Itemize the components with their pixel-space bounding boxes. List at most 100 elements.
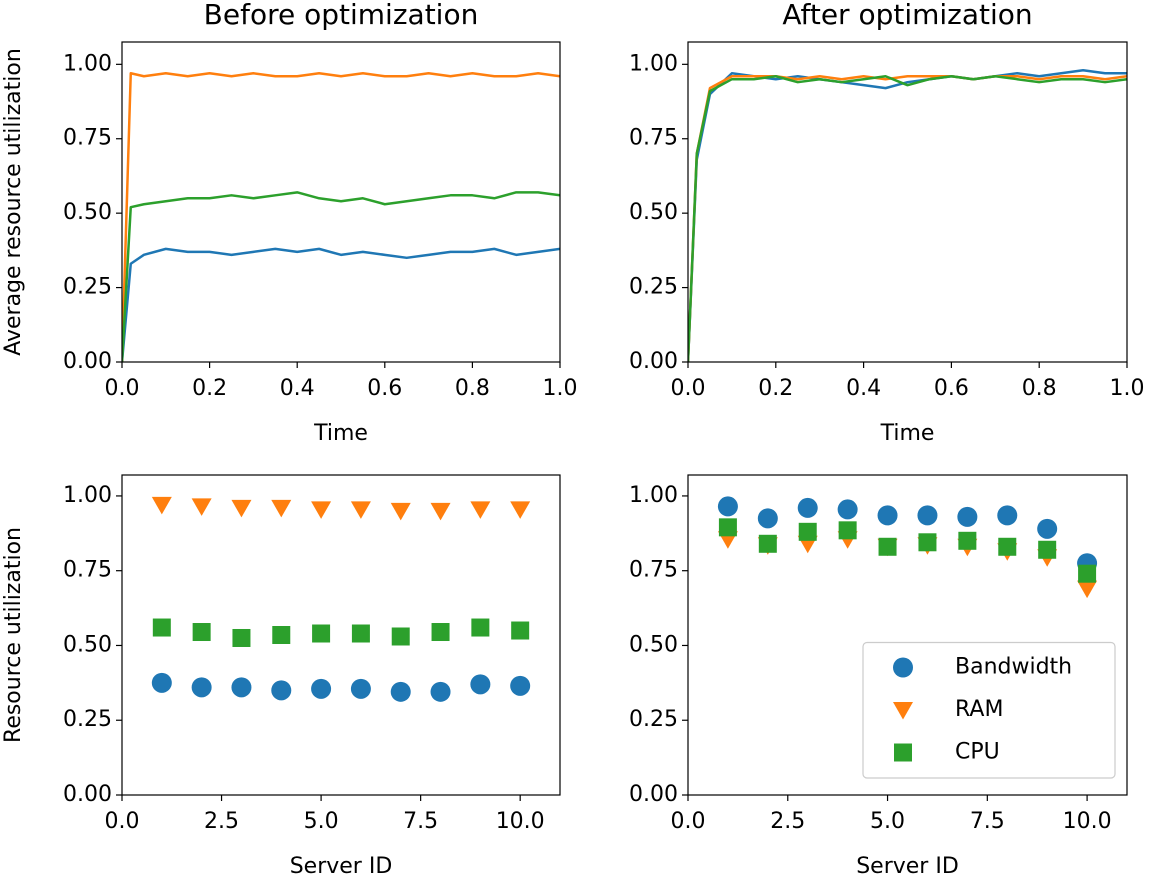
x-tick-label: 0.6 <box>934 376 969 401</box>
marker-circle <box>757 508 778 529</box>
marker-square <box>431 623 450 642</box>
y-tick-label: 0.25 <box>63 707 112 732</box>
x-axis-label: Server ID <box>856 854 959 875</box>
series-line <box>688 74 1127 362</box>
x-tick-label: 1.0 <box>543 376 578 401</box>
x-tick-label: 0.4 <box>846 376 881 401</box>
marker-square <box>192 623 211 642</box>
marker-circle <box>997 505 1018 526</box>
x-tick-label: 0.0 <box>105 376 140 401</box>
y-tick-label: 1.00 <box>63 483 112 508</box>
y-tick-label: 0.50 <box>629 200 678 225</box>
marker-circle <box>231 677 252 698</box>
marker-circle <box>430 681 451 702</box>
marker-circle <box>717 496 738 517</box>
chart-title: After optimization <box>782 0 1032 31</box>
series-line <box>122 191 560 362</box>
marker-triangle <box>430 502 451 521</box>
y-tick-label: 1.00 <box>63 51 112 76</box>
y-tick-label: 0.75 <box>63 558 112 583</box>
x-tick-label: 5.0 <box>304 809 339 834</box>
marker-square <box>918 533 937 552</box>
x-tick-label: 10.0 <box>1063 809 1112 834</box>
marker-square <box>232 628 251 647</box>
marker-square <box>798 522 817 541</box>
y-tick-label: 0.00 <box>63 349 112 374</box>
axes-frame <box>121 474 561 796</box>
marker-square <box>152 618 171 637</box>
series-line <box>688 74 1127 362</box>
x-axis-label: Time <box>880 421 935 446</box>
marker-triangle <box>350 501 371 519</box>
x-tick-label: 0.6 <box>367 376 402 401</box>
x-tick-label: 0.0 <box>671 376 706 401</box>
chart-title: Before optimization <box>204 0 479 31</box>
x-tick-label: 7.5 <box>403 809 438 834</box>
marker-square <box>1038 540 1057 559</box>
marker-triangle <box>470 501 491 519</box>
axes-frame <box>121 41 561 363</box>
y-tick-label: 1.00 <box>629 483 678 508</box>
marker-circle <box>510 675 531 696</box>
y-tick-label: 0.25 <box>63 275 112 300</box>
marker-triangle <box>271 499 292 518</box>
marker-circle <box>957 506 978 527</box>
y-tick-label: 1.00 <box>629 51 678 76</box>
marker-circle <box>877 505 898 526</box>
marker-square <box>878 537 897 556</box>
marker-triangle <box>191 498 212 516</box>
marker-circle <box>797 497 818 518</box>
y-tick-label: 0.00 <box>629 349 678 374</box>
legend-label: CPU <box>955 740 1000 765</box>
marker-circle <box>1037 518 1058 539</box>
marker-square <box>1078 564 1097 583</box>
marker-square <box>391 627 410 646</box>
marker-circle <box>470 674 491 695</box>
legend-label: RAM <box>955 697 1003 722</box>
marker-circle <box>390 681 411 702</box>
marker-circle <box>350 678 371 699</box>
x-tick-label: 5.0 <box>870 809 905 834</box>
marker-square <box>351 624 370 643</box>
x-tick-label: 0.0 <box>671 809 706 834</box>
x-tick-label: 0.2 <box>192 376 227 401</box>
marker-square <box>272 626 291 644</box>
marker-triangle <box>151 496 172 515</box>
marker-square <box>718 518 737 537</box>
series-line <box>122 247 560 362</box>
marker-circle <box>917 505 938 526</box>
marker-square <box>312 624 331 643</box>
y-axis-label: Average resource utilization <box>1 48 26 356</box>
x-tick-label: 0.8 <box>1022 376 1057 401</box>
marker-square <box>838 521 857 540</box>
x-tick-label: 7.5 <box>970 809 1005 834</box>
legend-box <box>862 641 1116 779</box>
y-axis-label: Resource utilization <box>1 527 26 743</box>
x-tick-label: 2.5 <box>770 809 805 834</box>
x-tick-label: 0.2 <box>758 376 793 401</box>
x-tick-label: 2.5 <box>204 809 239 834</box>
marker-circle <box>151 672 172 693</box>
marker-triangle <box>311 501 332 519</box>
y-tick-label: 0.50 <box>63 200 112 225</box>
x-tick-label: 0.8 <box>455 376 490 401</box>
y-tick-label: 0.50 <box>63 632 112 657</box>
marker-circle <box>271 680 292 701</box>
y-tick-label: 0.75 <box>629 126 678 151</box>
marker-triangle <box>1077 580 1098 599</box>
marker-circle <box>191 677 212 698</box>
y-tick-label: 0.00 <box>629 782 678 807</box>
series-line <box>122 72 560 362</box>
marker-circle <box>311 678 332 699</box>
marker-triangle <box>510 501 531 519</box>
legend-marker <box>893 657 913 678</box>
x-tick-label: 0.0 <box>105 809 140 834</box>
marker-triangle <box>390 502 411 521</box>
marker-square <box>758 534 777 553</box>
plot-area <box>122 72 560 362</box>
marker-circle <box>837 499 858 520</box>
y-tick-label: 0.25 <box>629 707 678 732</box>
x-axis-label: Server ID <box>290 854 393 875</box>
y-tick-label: 0.00 <box>63 782 112 807</box>
